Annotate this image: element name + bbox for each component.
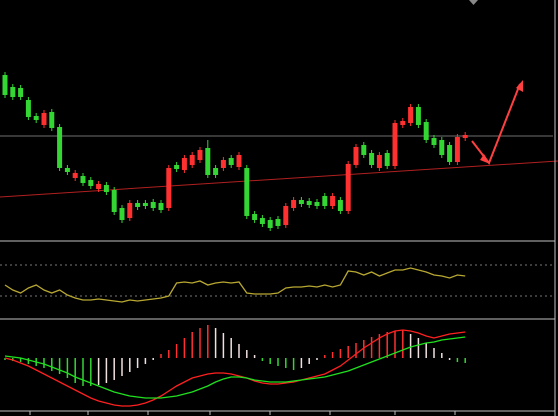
candle-body: [291, 200, 297, 208]
candle-body: [283, 206, 289, 225]
trend-line: [0, 160, 558, 198]
candle-body: [306, 201, 312, 205]
candle-body: [353, 147, 359, 165]
candle-body: [447, 145, 453, 162]
candle-body: [205, 148, 211, 175]
candle-body: [220, 160, 226, 168]
candle-body: [25, 100, 31, 117]
candle-body: [408, 107, 414, 123]
macd-line: [4, 336, 466, 399]
candle-body: [392, 123, 398, 166]
candle-body: [80, 176, 86, 183]
candle-body: [275, 219, 281, 226]
candle-body: [236, 155, 242, 167]
candle-body: [213, 168, 219, 175]
candle-body: [298, 200, 304, 204]
candle-body: [119, 208, 125, 220]
macd-line: [4, 329, 466, 407]
candle-body: [111, 190, 117, 212]
candle-body: [345, 164, 351, 211]
candle-body: [158, 203, 164, 210]
oscillator-line: [4, 267, 466, 303]
candle-body: [228, 158, 234, 165]
candle-body: [64, 168, 70, 172]
candle-body: [337, 200, 343, 211]
candle-body: [454, 137, 460, 162]
candle-body: [330, 196, 336, 206]
candle-body: [423, 122, 429, 140]
candle-body: [88, 180, 94, 186]
candle-body: [369, 153, 375, 165]
candle-body: [439, 140, 445, 155]
candle-body: [33, 116, 39, 120]
candle-body: [135, 203, 141, 207]
candle-body: [49, 112, 55, 128]
candle-body: [322, 196, 328, 206]
candle-body: [267, 220, 273, 228]
candle-body: [181, 158, 187, 170]
candle-body: [415, 107, 421, 125]
candle-body: [96, 184, 102, 189]
candle-body: [18, 88, 24, 97]
candle-body: [72, 173, 78, 178]
arrow-head: [516, 80, 523, 92]
candle-body: [431, 138, 437, 145]
candle-body: [189, 155, 195, 165]
candle-body: [127, 203, 133, 218]
candle-body: [384, 153, 390, 166]
scroll-marker: [469, 0, 478, 5]
candle-body: [361, 145, 367, 155]
candle-body: [2, 75, 8, 95]
candle-body: [174, 165, 180, 169]
candle-body: [197, 150, 203, 160]
candle-body: [376, 155, 382, 168]
candle-body: [259, 218, 265, 224]
candle-body: [462, 135, 468, 138]
time-ticks: [29, 411, 456, 415]
candle-body: [314, 202, 320, 206]
candle-body: [142, 203, 148, 206]
candle-body: [166, 168, 172, 208]
candle-body: [244, 168, 250, 216]
candle-body: [150, 202, 156, 208]
candle-body: [252, 214, 258, 220]
candle-body: [400, 121, 406, 125]
candle-body: [57, 127, 63, 168]
arrow-head: [480, 154, 490, 164]
candle-body: [10, 87, 16, 97]
candle-body: [41, 113, 47, 125]
candle-body: [103, 185, 109, 192]
